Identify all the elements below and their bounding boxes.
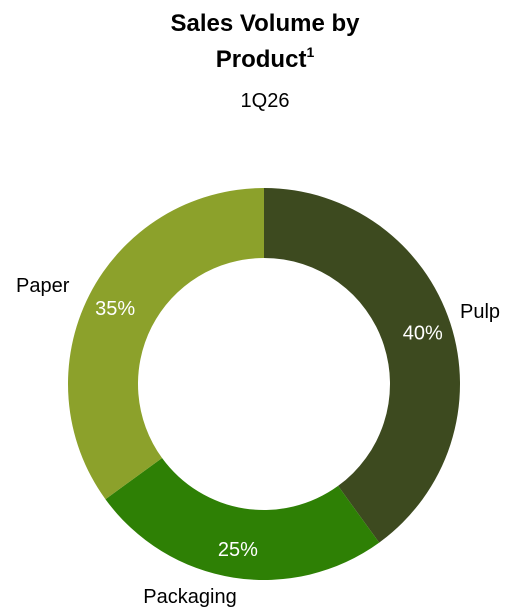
slice-pulp bbox=[264, 188, 460, 543]
value-label-paper: 35% bbox=[95, 298, 135, 320]
value-label-pulp: 40% bbox=[403, 322, 443, 344]
chart-title-line1: Sales Volume by bbox=[170, 10, 360, 37]
category-label-paper: Paper bbox=[16, 275, 70, 297]
slice-paper bbox=[68, 188, 265, 500]
chart-title-footnote: 1 bbox=[306, 44, 315, 60]
slice-packaging bbox=[105, 458, 380, 580]
value-label-packaging: 25% bbox=[218, 539, 258, 561]
chart-title-product: Product bbox=[215, 46, 307, 73]
chart-title: Sales Volume by Product1 bbox=[0, 10, 514, 74]
category-label-pulp: Pulp bbox=[460, 301, 500, 323]
chart-title-line2: Product1 bbox=[0, 38, 514, 74]
chart-subtitle: 1Q26 bbox=[240, 90, 290, 112]
category-label-packaging: Packaging bbox=[143, 586, 236, 608]
